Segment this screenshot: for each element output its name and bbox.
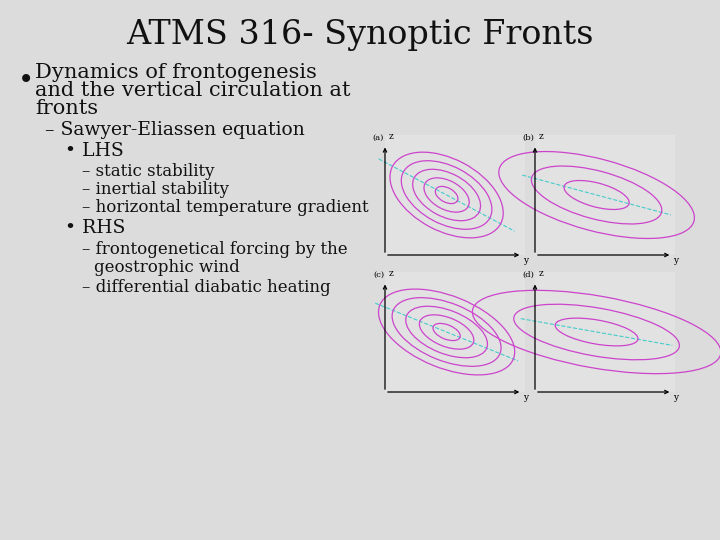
Text: fronts: fronts <box>35 98 98 118</box>
Text: – static stability: – static stability <box>82 164 215 180</box>
Text: y: y <box>523 393 528 402</box>
Text: – horizontal temperature gradient: – horizontal temperature gradient <box>82 199 369 217</box>
Text: – inertial stability: – inertial stability <box>82 181 229 199</box>
Text: z: z <box>389 269 394 279</box>
Bar <box>535 272 675 392</box>
Text: • RHS: • RHS <box>65 219 125 237</box>
Text: •: • <box>18 69 35 96</box>
Text: geostrophic wind: geostrophic wind <box>94 259 240 275</box>
Bar <box>535 135 675 255</box>
Text: (a): (a) <box>373 133 384 141</box>
Text: – Sawyer-Eliassen equation: – Sawyer-Eliassen equation <box>45 121 305 139</box>
Text: z: z <box>539 132 544 141</box>
Text: (b): (b) <box>522 133 534 141</box>
Text: y: y <box>523 256 528 265</box>
Text: – differential diabatic heating: – differential diabatic heating <box>82 279 330 295</box>
Text: (d): (d) <box>522 271 534 279</box>
Text: – frontogenetical forcing by the: – frontogenetical forcing by the <box>82 240 348 258</box>
Text: • LHS: • LHS <box>65 142 124 160</box>
Text: z: z <box>539 269 544 279</box>
Text: z: z <box>389 132 394 141</box>
Text: y: y <box>673 393 678 402</box>
Bar <box>385 135 525 255</box>
Text: (c): (c) <box>373 271 384 279</box>
Text: y: y <box>673 256 678 265</box>
Text: Dynamics of frontogenesis: Dynamics of frontogenesis <box>35 63 317 82</box>
Bar <box>385 272 525 392</box>
Text: ATMS 316- Synoptic Fronts: ATMS 316- Synoptic Fronts <box>126 19 594 51</box>
Text: and the vertical circulation at: and the vertical circulation at <box>35 80 351 99</box>
